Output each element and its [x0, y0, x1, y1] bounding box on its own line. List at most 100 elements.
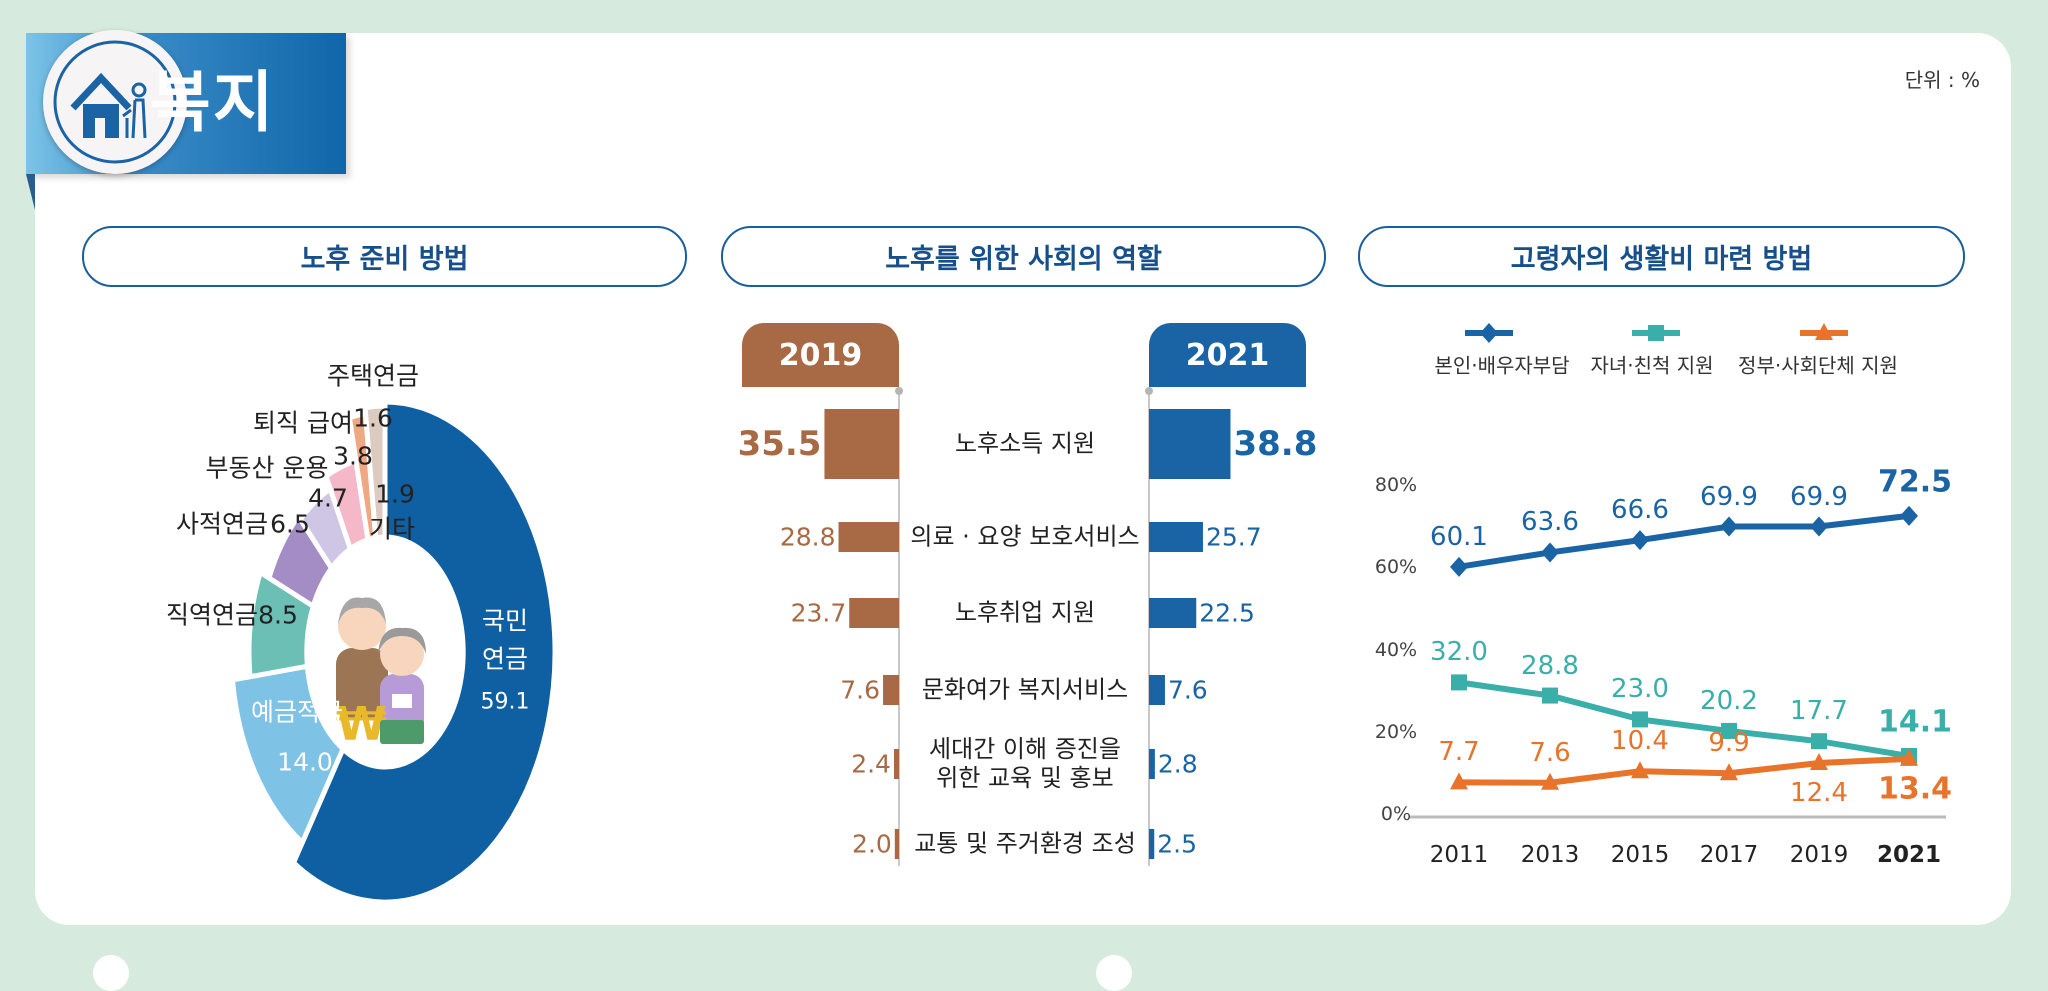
- data-point-marker: [1721, 722, 1737, 739]
- category-label: 노후취업 지원: [955, 599, 1095, 628]
- section-header-living-cost: 고령자의 생활비 마련 방법: [1358, 226, 1965, 287]
- value-private-pension: 6.5: [270, 509, 310, 539]
- value-label-2021: 2.5: [1157, 829, 1198, 859]
- category-label-line: 위한 교육 및 홍보: [936, 764, 1114, 792]
- y-tick-label: 20%: [1374, 720, 1418, 743]
- data-label: 66.6: [1611, 495, 1669, 526]
- bar-2019: [824, 409, 899, 479]
- donut-chart: ₩: [229, 399, 558, 905]
- data-point-marker: [1810, 753, 1828, 771]
- value-housing-pension: 1.6: [353, 403, 393, 433]
- bar-2021: [1149, 749, 1155, 779]
- value-savings: 14.0: [277, 747, 333, 777]
- x-tick-label: 2021: [1876, 842, 1942, 868]
- value-label-2019: 35.5: [737, 424, 822, 464]
- legend-tab-2021: 2021: [1149, 323, 1306, 387]
- value-label-2019: 2.0: [852, 829, 892, 859]
- line-chart: [1410, 323, 1946, 819]
- banner-fold: [26, 174, 35, 210]
- y-tick-label: 0%: [1380, 803, 1412, 825]
- section-header-retirement-prep: 노후 준비 방법: [82, 226, 687, 287]
- data-label: 9.9: [1708, 728, 1750, 759]
- value-national-pension: 59.1: [480, 689, 530, 715]
- butterfly-bar-chart: [824, 387, 1231, 866]
- category-label: 교통 및 주거환경 조성: [914, 830, 1136, 859]
- data-label: 14.1: [1877, 704, 1953, 740]
- y-tick-label: 40%: [1374, 638, 1418, 661]
- data-point-marker: [1720, 763, 1738, 781]
- data-label: 7.6: [1529, 737, 1571, 768]
- data-label: 13.4: [1877, 771, 1953, 807]
- bar-2019: [883, 675, 899, 705]
- legend-label: 자녀·친척 지원: [1590, 353, 1714, 378]
- x-tick-label: 2015: [1610, 842, 1670, 868]
- data-point-marker: [1900, 505, 1918, 526]
- data-label: 72.5: [1877, 464, 1953, 500]
- value-real-estate: 4.7: [308, 483, 348, 513]
- house-elderly-icon: [43, 30, 187, 174]
- value-occupational-pension: 8.5: [258, 600, 298, 630]
- category-label: 문화여가 복지서비스: [922, 676, 1128, 705]
- svg-text:₩: ₩: [336, 697, 387, 751]
- data-label: 10.4: [1611, 726, 1669, 757]
- data-point-marker: [1811, 733, 1827, 750]
- data-point-marker: [1541, 772, 1559, 790]
- bar-2021: [1149, 522, 1203, 552]
- data-label: 17.7: [1790, 696, 1848, 727]
- label-retirement-pay: 퇴직 급여: [253, 408, 353, 438]
- legend-tab-2019: 2019: [742, 323, 899, 387]
- label-real-estate: 부동산 운용: [205, 453, 329, 483]
- category-label: 의료 · 요양 보호서비스: [910, 523, 1139, 552]
- data-label: 69.9: [1790, 481, 1848, 512]
- value-label-2019: 7.6: [840, 675, 881, 705]
- category-label-line: 노후소득 지원: [954, 429, 1096, 458]
- label-private-pension: 사적연금: [175, 509, 269, 539]
- label-occupational-pension: 직역연금: [165, 600, 259, 630]
- value-label-2021: 22.5: [1199, 598, 1255, 628]
- series-line-2: [1458, 755, 1910, 786]
- bar-2019: [893, 749, 899, 779]
- label-national-pension-2: 연금: [481, 644, 529, 674]
- legend-label: 본인·배우자부담: [1434, 353, 1570, 378]
- data-label: 20.2: [1700, 685, 1758, 716]
- label-national-pension-1: 국민: [481, 606, 529, 636]
- x-tick-label: 2017: [1699, 842, 1759, 868]
- donut-slice-0: [290, 399, 558, 905]
- y-tick-label: 80%: [1374, 474, 1418, 496]
- legend-marker: [1815, 323, 1833, 340]
- data-point-marker: [1720, 516, 1738, 537]
- y-tick-label: 60%: [1374, 556, 1418, 579]
- value-label-2021: 25.7: [1205, 522, 1262, 552]
- category-label: 노후소득 지원: [955, 430, 1095, 459]
- data-point-marker: [1900, 748, 1918, 766]
- x-tick-label: 2019: [1789, 842, 1849, 868]
- value-retirement-pay: 3.8: [333, 441, 373, 471]
- data-point-marker: [1810, 516, 1828, 537]
- category-label-line: 의료 · 요양 보호서비스: [910, 522, 1140, 551]
- bar-2019: [849, 598, 899, 628]
- data-point-marker: [1450, 556, 1468, 577]
- data-point-marker: [1631, 530, 1649, 551]
- category-label-line: 노후취업 지원: [954, 598, 1096, 627]
- category-label-line: 교통 및 주거환경 조성: [914, 829, 1136, 858]
- elderly-couple-illustration: ₩: [336, 597, 426, 751]
- category-label: 세대간 이해 증진을 위한 교육 및 홍보: [929, 735, 1121, 793]
- data-point-marker: [1450, 772, 1468, 790]
- data-point-marker: [1632, 711, 1648, 728]
- data-point-marker: [1542, 687, 1558, 704]
- data-label: 69.9: [1700, 481, 1758, 512]
- data-label: 7.7: [1438, 737, 1480, 768]
- value-label-2021: 7.6: [1167, 675, 1208, 705]
- legend-marker: [1480, 323, 1498, 343]
- bar-2021: [1149, 598, 1197, 628]
- data-point-marker: [1631, 761, 1649, 779]
- x-tick-label: 2011: [1429, 842, 1489, 868]
- data-label: 63.6: [1521, 507, 1579, 538]
- bar-2019: [894, 829, 899, 859]
- axis-dot: [895, 387, 903, 395]
- series-line-1: [1458, 679, 1910, 759]
- category-label-line: 세대간 이해 증진을: [929, 735, 1121, 764]
- data-label: 32.0: [1430, 637, 1488, 668]
- data-label: 23.0: [1611, 674, 1669, 705]
- data-label: 60.1: [1430, 521, 1488, 552]
